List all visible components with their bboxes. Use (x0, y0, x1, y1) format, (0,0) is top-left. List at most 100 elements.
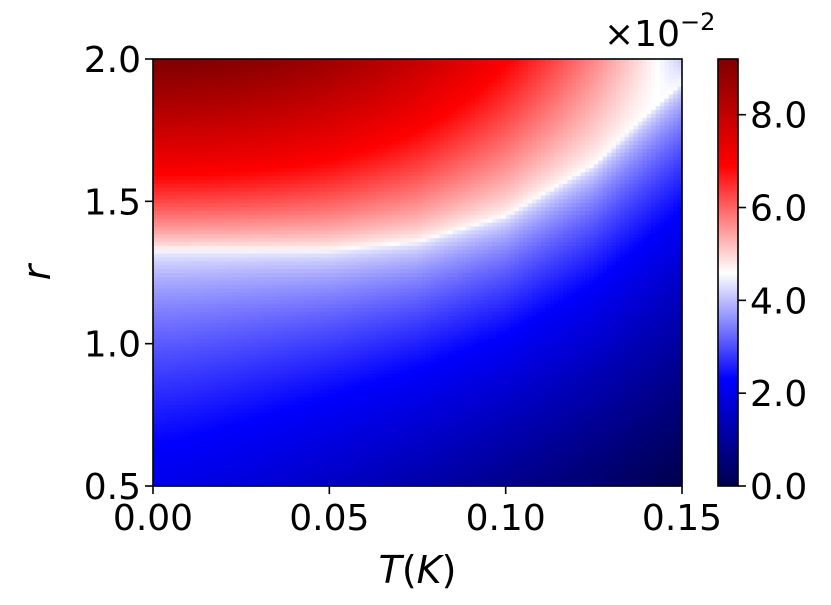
heatmap-cell (205, 404, 211, 409)
heatmap-cell (236, 439, 242, 444)
heatmap-cell (249, 124, 255, 130)
heatmap-cell (272, 416, 278, 421)
heatmap-cell (342, 377, 348, 382)
heatmap-cell (351, 319, 357, 324)
heatmap-cell (223, 365, 229, 371)
heatmap-cell (342, 148, 348, 153)
heatmap-cell (205, 276, 211, 281)
heatmap-cell (346, 470, 352, 475)
heatmap-cell (166, 206, 172, 211)
heatmap-cell (245, 62, 251, 68)
heatmap-cell (320, 156, 326, 161)
heatmap-cell (280, 152, 286, 157)
heatmap-cell (161, 462, 167, 468)
heatmap-cell (280, 276, 286, 281)
heatmap-cell (161, 474, 167, 479)
heatmap-cell (258, 284, 264, 289)
heatmap-cell (236, 338, 242, 343)
heatmap-cell (161, 385, 167, 390)
heatmap-cell (316, 136, 322, 142)
heatmap-cell (219, 412, 225, 417)
heatmap-cell (307, 218, 313, 223)
heatmap-cell (329, 354, 335, 359)
heatmap-cell (201, 74, 207, 80)
heatmap-cell (285, 396, 291, 402)
heatmap-cell (294, 458, 300, 464)
heatmap-cell (227, 416, 233, 421)
heatmap-cell (272, 350, 278, 355)
heatmap-cell (232, 237, 238, 243)
heatmap-cell (311, 377, 317, 382)
heatmap-cell (201, 233, 207, 239)
heatmap-cell (223, 416, 229, 421)
heatmap-cell (232, 420, 238, 425)
heatmap-cell (324, 365, 330, 371)
heatmap-cell (267, 408, 273, 413)
heatmap-cell (351, 443, 357, 448)
heatmap-cell (166, 117, 172, 122)
heatmap-cell (258, 361, 264, 367)
heatmap-cell (188, 78, 194, 83)
heatmap-cell (157, 190, 163, 196)
heatmap-cell (333, 431, 339, 437)
heatmap-cell (245, 385, 251, 390)
heatmap-cell (223, 435, 229, 441)
heatmap-cell (157, 288, 163, 293)
heatmap-cell (245, 233, 251, 239)
heatmap-cell (236, 62, 242, 68)
heatmap-cell (161, 121, 167, 126)
heatmap-cell (298, 62, 304, 68)
heatmap-cell (166, 229, 172, 235)
heatmap-cell (272, 152, 278, 157)
heatmap-cell (258, 423, 264, 429)
heatmap-cell (219, 268, 225, 274)
heatmap-cell (245, 59, 251, 64)
heatmap-cell (179, 330, 185, 336)
heatmap-cell (254, 183, 260, 188)
heatmap-cell (320, 458, 326, 464)
heatmap-cell (276, 369, 282, 375)
heatmap-cell (223, 400, 229, 406)
heatmap-cell (214, 218, 220, 223)
heatmap-cell (219, 350, 225, 355)
heatmap-cell (294, 136, 300, 142)
heatmap-cell (175, 86, 181, 91)
heatmap-cell (280, 218, 286, 223)
heatmap-cell (183, 175, 189, 180)
heatmap-cell (267, 210, 273, 215)
heatmap-cell (201, 194, 207, 200)
heatmap-cell (258, 171, 264, 177)
heatmap-cell (214, 431, 220, 437)
heatmap-cell (161, 124, 167, 130)
heatmap-cell (289, 315, 295, 320)
heatmap-cell (249, 105, 255, 111)
heatmap-cell (311, 253, 317, 258)
heatmap-cell (338, 361, 344, 367)
heatmap-cell (170, 124, 176, 130)
heatmap-cell (298, 70, 304, 76)
heatmap-cell (258, 175, 264, 180)
heatmap-cell (302, 284, 308, 289)
heatmap-cell (249, 288, 255, 293)
heatmap-cell (342, 369, 348, 375)
heatmap-cell (294, 388, 300, 394)
heatmap-cell (276, 416, 282, 421)
heatmap-cell (192, 194, 198, 200)
heatmap-cell (346, 396, 352, 402)
heatmap-cell (232, 268, 238, 274)
heatmap-cell (298, 346, 304, 351)
heatmap-cell (311, 322, 317, 328)
heatmap-cell (276, 109, 282, 114)
heatmap-cell (329, 392, 335, 398)
heatmap-cell (249, 86, 255, 91)
heatmap-cell (166, 462, 172, 468)
heatmap-cell (342, 365, 348, 371)
heatmap-cell (338, 276, 344, 281)
heatmap-cell (249, 346, 255, 351)
heatmap-cell (188, 462, 194, 468)
heatmap-cell (263, 439, 269, 444)
heatmap-cell (166, 97, 172, 103)
heatmap-cell (179, 241, 185, 246)
heatmap-cell (205, 183, 211, 188)
heatmap-cell (175, 291, 181, 297)
